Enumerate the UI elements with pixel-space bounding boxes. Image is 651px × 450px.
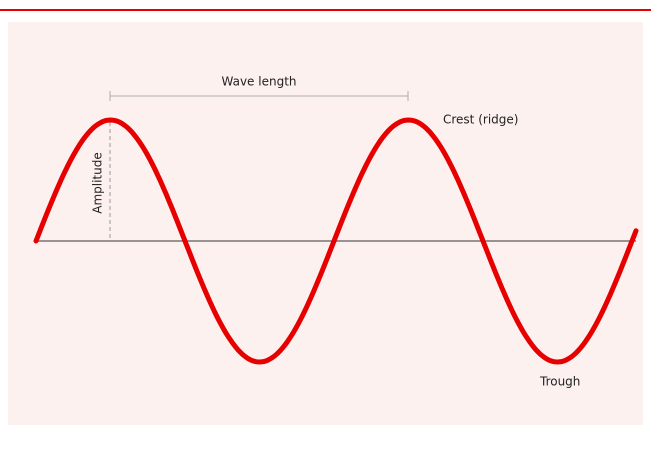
panel (8, 22, 643, 425)
sine-wave (33, 117, 639, 365)
trough-label: Trough (539, 375, 580, 389)
wavelength-label: Wave length (222, 75, 297, 89)
amplitude-label: Amplitude (91, 152, 105, 214)
crest-label: Crest (ridge) (443, 113, 518, 127)
